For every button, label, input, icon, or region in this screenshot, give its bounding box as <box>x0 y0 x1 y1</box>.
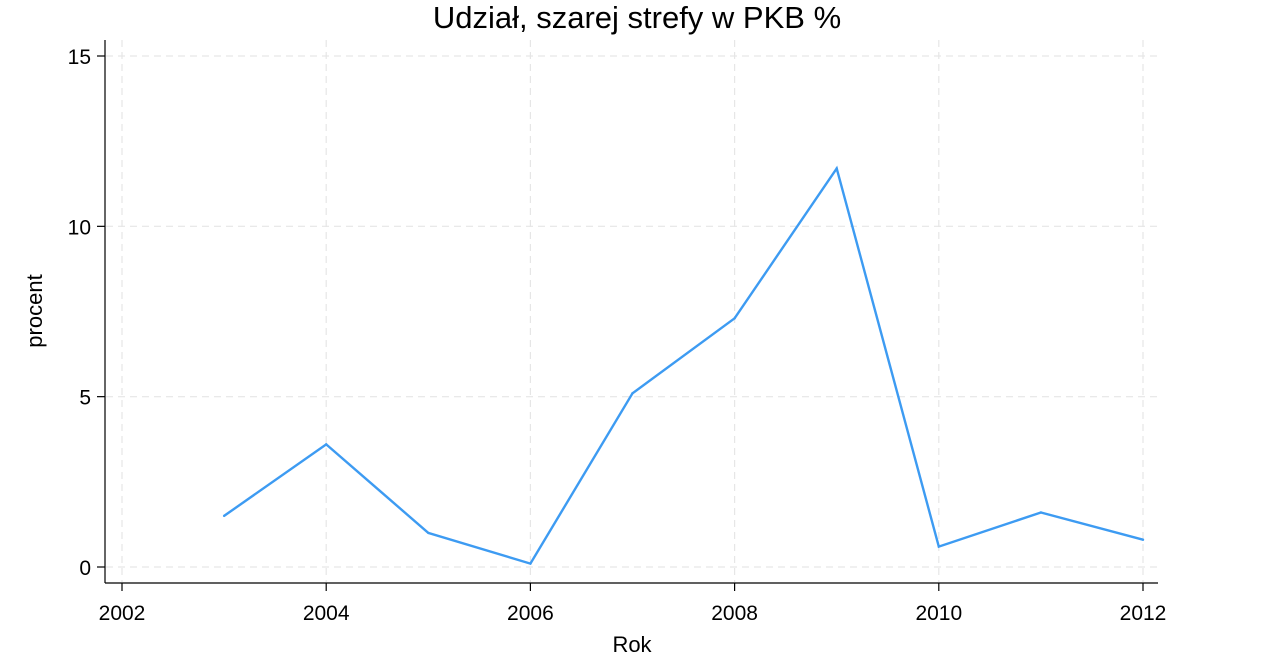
x-tick-label: 2010 <box>915 602 962 625</box>
x-axis-ticks: 2002 2004 2006 2008 2010 2012 <box>99 583 1167 625</box>
data-point <box>1141 538 1145 541</box>
data-point <box>529 562 532 565</box>
data-point <box>937 545 940 548</box>
y-tick-label: 15 <box>68 46 91 69</box>
grid-lines <box>106 40 1157 582</box>
data-point <box>835 167 838 170</box>
x-tick-label: 2002 <box>99 602 146 625</box>
y-axis-ticks: 0 5 10 15 <box>68 46 105 580</box>
x-axis-label: Rok <box>612 632 652 657</box>
data-point <box>222 514 226 518</box>
x-tick-label: 2004 <box>303 602 350 625</box>
chart-title: Udział, szarej strefy w PKB % <box>433 0 841 35</box>
data-point <box>631 392 634 395</box>
y-tick-label: 5 <box>79 387 91 410</box>
data-point <box>1039 511 1043 514</box>
data-point <box>427 531 430 535</box>
x-tick-label: 2012 <box>1120 602 1167 625</box>
x-tick-label: 2008 <box>711 602 758 625</box>
series-line <box>223 165 1144 566</box>
y-axis-label: procent <box>22 274 47 347</box>
data-point <box>325 443 328 446</box>
y-tick-label: 10 <box>68 216 91 239</box>
y-tick-label: 0 <box>79 557 91 580</box>
series-layer <box>222 165 1145 566</box>
data-point <box>733 317 736 320</box>
x-tick-label: 2006 <box>507 602 554 625</box>
